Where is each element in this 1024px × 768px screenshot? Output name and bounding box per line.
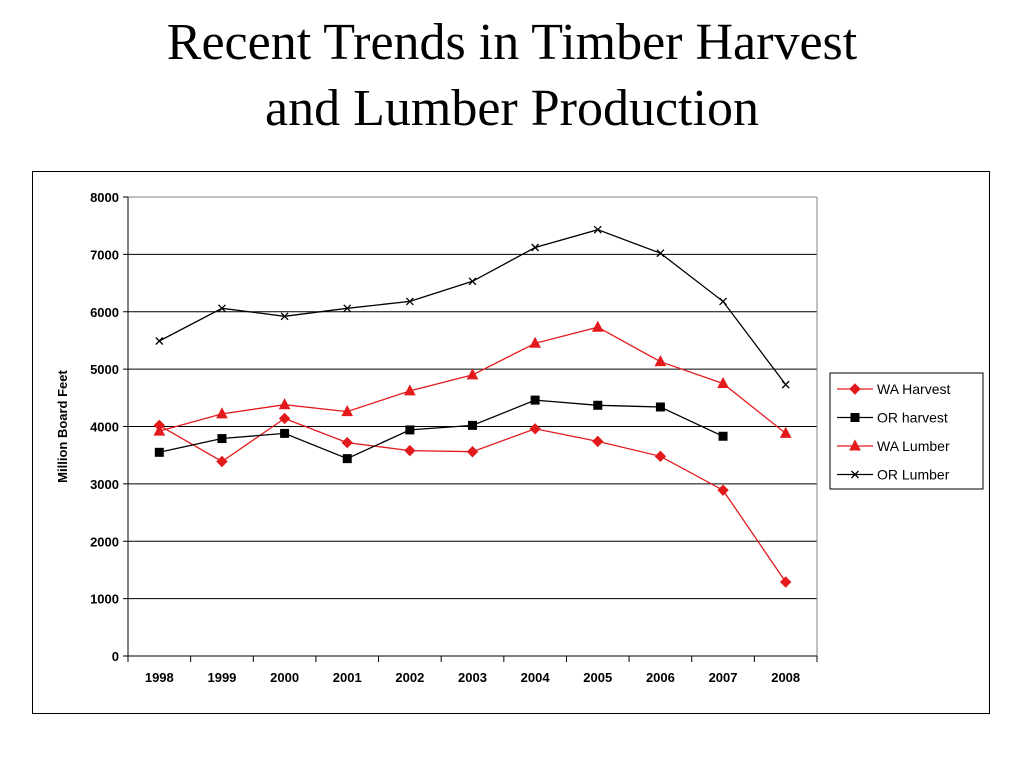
legend-label: OR Lumber	[877, 467, 950, 483]
y-tick-label: 1000	[90, 592, 119, 607]
legend-label: OR harvest	[877, 410, 948, 426]
y-tick-label: 8000	[90, 190, 119, 205]
y-tick-label: 0	[112, 649, 119, 664]
y-tick-label: 2000	[90, 534, 119, 549]
y-tick-label: 6000	[90, 305, 119, 320]
x-tick-label: 2008	[771, 670, 800, 685]
x-tick-label: 2001	[333, 670, 362, 685]
data-point-or-harvest	[343, 455, 351, 463]
x-tick-label: 1999	[207, 670, 236, 685]
data-point-or-harvest	[594, 401, 602, 409]
legend-marker-or-harvest	[851, 414, 859, 422]
x-tick-label: 2007	[709, 670, 738, 685]
data-point-or-harvest	[406, 426, 414, 434]
y-tick-label: 5000	[90, 362, 119, 377]
slide-title-line-1: Recent Trends in Timber Harvest	[0, 10, 1024, 76]
x-tick-label: 2005	[583, 670, 612, 685]
data-point-or-harvest	[719, 432, 727, 440]
data-point-or-harvest	[281, 429, 289, 437]
x-tick-label: 2002	[395, 670, 424, 685]
data-point-or-harvest	[155, 448, 163, 456]
data-point-or-harvest	[469, 421, 477, 429]
y-tick-label: 3000	[90, 477, 119, 492]
x-tick-label: 1998	[145, 670, 174, 685]
legend-label: WA Lumber	[877, 438, 950, 454]
y-tick-label: 7000	[90, 247, 119, 262]
x-tick-label: 2003	[458, 670, 487, 685]
x-tick-label: 2000	[270, 670, 299, 685]
x-tick-label: 2004	[521, 670, 551, 685]
legend-label: WA Harvest	[877, 381, 950, 397]
data-point-or-harvest	[218, 435, 226, 443]
x-tick-label: 2006	[646, 670, 675, 685]
data-point-or-harvest	[531, 396, 539, 404]
data-point-or-harvest	[656, 403, 664, 411]
y-tick-label: 4000	[90, 420, 119, 435]
line-chart: 0 1000 2000 3000 4000 5000 6000 7000 8000 1998 199…	[33, 172, 988, 712]
slide-title: Recent Trends in Timber Harvest and Lumb…	[0, 10, 1024, 142]
y-axis-title: Million Board Feet	[55, 369, 70, 482]
chart-frame: 0 1000 2000 3000 4000 5000 6000 7000 8000 1998 199…	[32, 171, 990, 714]
slide-title-line-2: and Lumber Production	[0, 76, 1024, 142]
